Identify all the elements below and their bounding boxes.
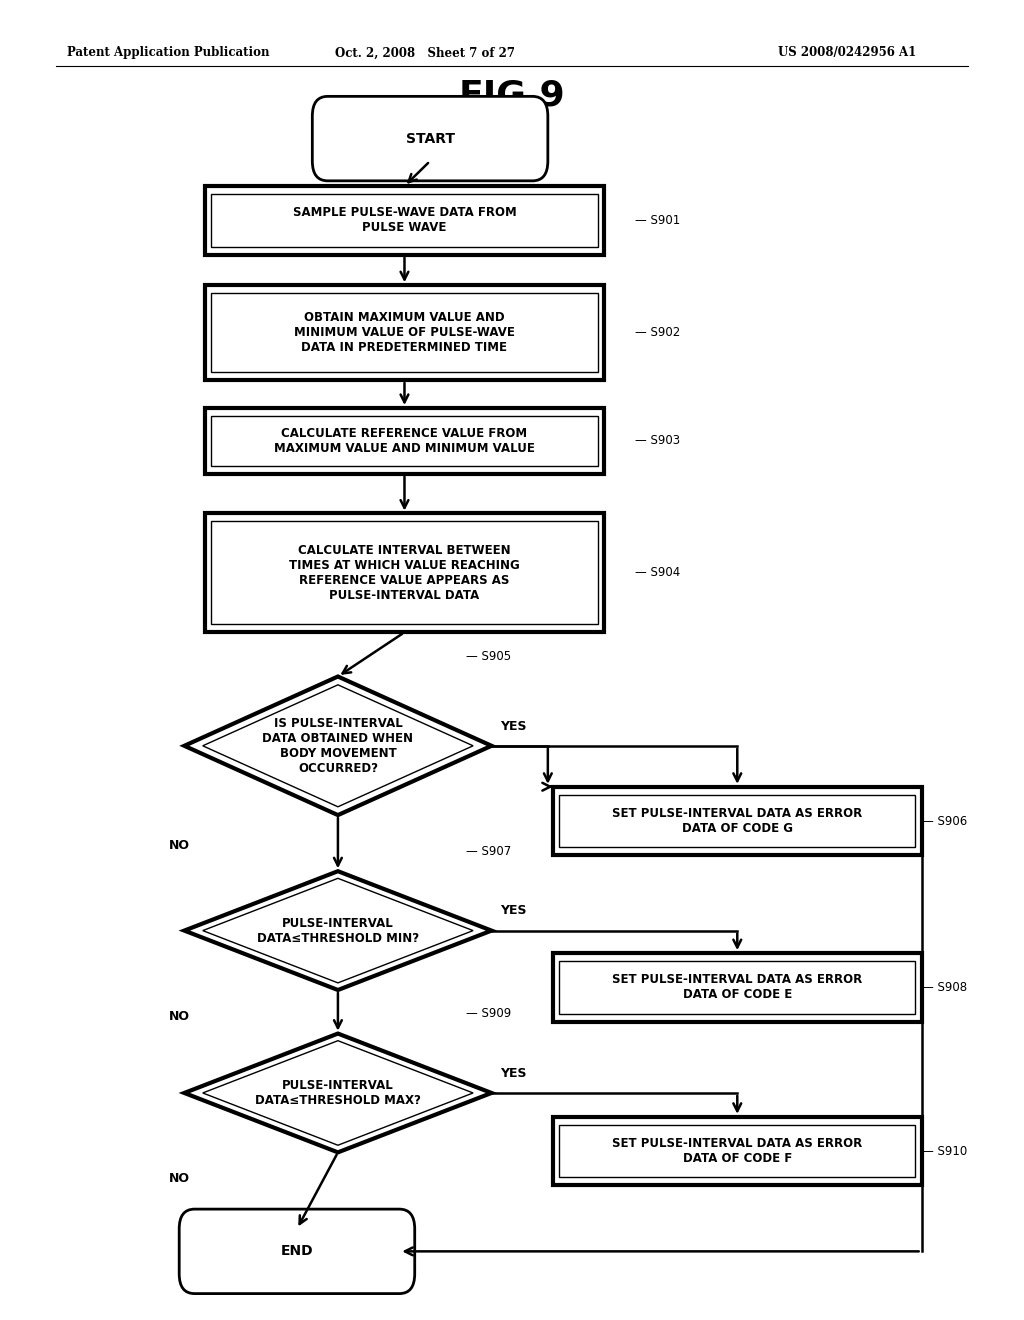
- Text: Patent Application Publication: Patent Application Publication: [67, 46, 269, 59]
- Bar: [211, 416, 598, 466]
- FancyBboxPatch shape: [312, 96, 548, 181]
- Text: FIG.9: FIG.9: [459, 78, 565, 112]
- Bar: [553, 787, 922, 855]
- Text: — S901: — S901: [635, 214, 680, 227]
- Text: Oct. 2, 2008   Sheet 7 of 27: Oct. 2, 2008 Sheet 7 of 27: [335, 46, 515, 59]
- Text: SAMPLE PULSE-WAVE DATA FROM
PULSE WAVE: SAMPLE PULSE-WAVE DATA FROM PULSE WAVE: [293, 206, 516, 235]
- Text: NO: NO: [169, 840, 189, 851]
- Bar: [205, 513, 604, 632]
- Text: — S909: — S909: [466, 1007, 511, 1020]
- Text: NO: NO: [169, 1010, 189, 1023]
- Polygon shape: [203, 685, 473, 807]
- Text: — S906: — S906: [922, 814, 967, 828]
- Polygon shape: [203, 1040, 473, 1146]
- Bar: [559, 1125, 915, 1177]
- Text: SET PULSE-INTERVAL DATA AS ERROR
DATA OF CODE G: SET PULSE-INTERVAL DATA AS ERROR DATA OF…: [612, 807, 862, 836]
- Polygon shape: [184, 871, 492, 990]
- Text: — S905: — S905: [466, 651, 511, 663]
- Text: — S907: — S907: [466, 845, 511, 858]
- Text: YES: YES: [500, 904, 526, 917]
- Bar: [211, 521, 598, 624]
- Text: IS PULSE-INTERVAL
DATA OBTAINED WHEN
BODY MOVEMENT
OCCURRED?: IS PULSE-INTERVAL DATA OBTAINED WHEN BOD…: [262, 717, 414, 775]
- Bar: [205, 186, 604, 255]
- Text: SET PULSE-INTERVAL DATA AS ERROR
DATA OF CODE F: SET PULSE-INTERVAL DATA AS ERROR DATA OF…: [612, 1137, 862, 1166]
- Text: — S902: — S902: [635, 326, 680, 339]
- Text: — S910: — S910: [922, 1144, 967, 1158]
- Text: YES: YES: [500, 719, 526, 733]
- Text: PULSE-INTERVAL
DATA≤THRESHOLD MAX?: PULSE-INTERVAL DATA≤THRESHOLD MAX?: [255, 1078, 421, 1107]
- Text: CALCULATE REFERENCE VALUE FROM
MAXIMUM VALUE AND MINIMUM VALUE: CALCULATE REFERENCE VALUE FROM MAXIMUM V…: [274, 426, 535, 455]
- Text: US 2008/0242956 A1: US 2008/0242956 A1: [778, 46, 916, 59]
- Text: START: START: [406, 132, 455, 145]
- Bar: [559, 795, 915, 847]
- Text: YES: YES: [500, 1067, 526, 1080]
- Text: PULSE-INTERVAL
DATA≤THRESHOLD MIN?: PULSE-INTERVAL DATA≤THRESHOLD MIN?: [257, 916, 419, 945]
- Bar: [205, 408, 604, 474]
- Polygon shape: [184, 1034, 492, 1152]
- Bar: [559, 961, 915, 1014]
- Bar: [205, 285, 604, 380]
- Bar: [211, 293, 598, 372]
- Text: OBTAIN MAXIMUM VALUE AND
MINIMUM VALUE OF PULSE-WAVE
DATA IN PREDETERMINED TIME: OBTAIN MAXIMUM VALUE AND MINIMUM VALUE O…: [294, 312, 515, 354]
- Text: NO: NO: [169, 1172, 189, 1185]
- Text: END: END: [281, 1245, 313, 1258]
- FancyBboxPatch shape: [179, 1209, 415, 1294]
- Bar: [211, 194, 598, 247]
- Text: — S903: — S903: [635, 434, 680, 447]
- Polygon shape: [184, 676, 492, 814]
- Text: — S904: — S904: [635, 566, 680, 579]
- Polygon shape: [203, 878, 473, 983]
- Text: — S908: — S908: [922, 981, 967, 994]
- Bar: [553, 953, 922, 1022]
- Text: CALCULATE INTERVAL BETWEEN
TIMES AT WHICH VALUE REACHING
REFERENCE VALUE APPEARS: CALCULATE INTERVAL BETWEEN TIMES AT WHIC…: [289, 544, 520, 602]
- Bar: [553, 1117, 922, 1185]
- Text: SET PULSE-INTERVAL DATA AS ERROR
DATA OF CODE E: SET PULSE-INTERVAL DATA AS ERROR DATA OF…: [612, 973, 862, 1002]
